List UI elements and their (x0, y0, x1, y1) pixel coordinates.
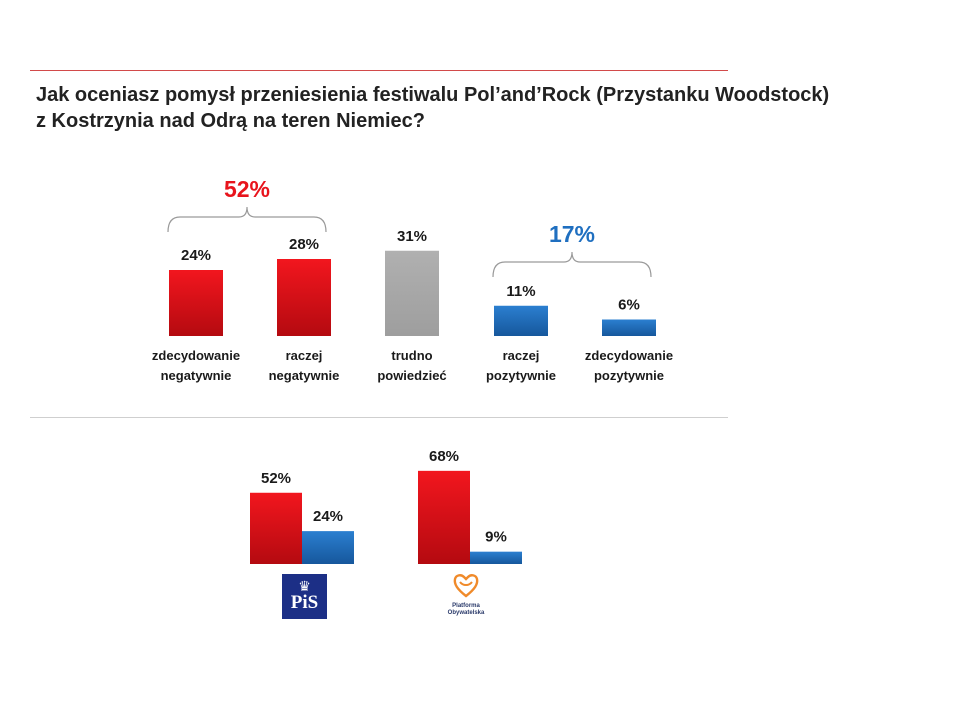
data-label: 24% (181, 247, 211, 264)
bar (470, 551, 522, 564)
section-divider (30, 417, 728, 418)
bar (250, 492, 302, 564)
bar (277, 259, 331, 336)
data-label: 68% (429, 448, 459, 465)
category-label: trudno (391, 348, 432, 363)
po-logo-text: Platforma Obywatelska (447, 603, 485, 616)
category-label: zdecydowanie (152, 348, 240, 363)
pis-logo-text: PiS (290, 592, 319, 613)
title-line-2: z Kostrzynia nad Odrą na teren Niemiec? (36, 110, 425, 132)
category-label: negatywnie (161, 368, 232, 383)
po-heart-icon (453, 574, 479, 598)
category-label: raczej (503, 348, 540, 363)
bar (302, 531, 354, 564)
group-total-label: 17% (549, 221, 595, 247)
party-bar-chart: 52% 24% 68% 9% (250, 448, 522, 564)
page-title: Jak oceniasz pomysł przeniesienia festiw… (36, 82, 916, 134)
data-label: 11% (506, 283, 535, 300)
eagle-icon: ♛ (298, 578, 311, 594)
pis-logo: ♛ PiS (282, 574, 327, 619)
bar (494, 305, 548, 336)
po-logo: Platforma Obywatelska (440, 570, 492, 626)
opinion-bar-chart: 24% zdecydowanie negatywnie 28% raczej negaty… (152, 176, 673, 383)
data-label: 52% (261, 470, 291, 487)
title-line-1: Jak oceniasz pomysł przeniesienia festiw… (36, 84, 830, 106)
bar (602, 319, 656, 336)
group-brace (167, 206, 327, 233)
category-label: powiedzieć (377, 368, 446, 383)
bar (169, 270, 223, 336)
bar (385, 250, 439, 336)
top-rule (30, 70, 728, 71)
category-label: zdecydowanie (585, 348, 673, 363)
data-label: 6% (618, 297, 640, 314)
group-total-label: 52% (224, 176, 270, 202)
data-label: 31% (397, 228, 427, 245)
data-label: 9% (485, 529, 507, 546)
group-brace (492, 251, 652, 278)
category-label: negatywnie (269, 368, 340, 383)
category-label: raczej (286, 348, 323, 363)
data-label: 24% (313, 508, 343, 525)
category-label: pozytywnie (486, 368, 556, 383)
category-label: pozytywnie (594, 368, 664, 383)
bar (418, 470, 470, 564)
data-label: 28% (289, 236, 319, 253)
